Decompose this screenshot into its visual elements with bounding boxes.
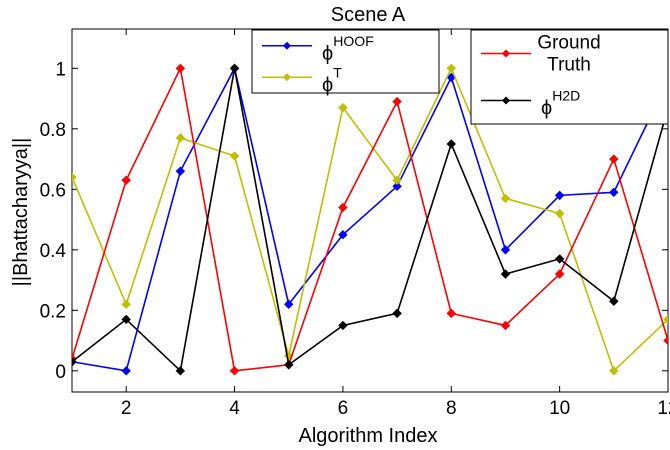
legend-marker xyxy=(283,73,291,82)
data-point xyxy=(554,190,565,201)
data-point xyxy=(500,320,511,331)
legend-label-base: ϕ xyxy=(322,74,333,96)
legend-marker xyxy=(283,41,291,50)
data-point xyxy=(338,202,348,213)
data-point xyxy=(338,320,348,331)
legend-box xyxy=(251,29,440,94)
data-point xyxy=(284,299,294,309)
x-tick-label: 4 xyxy=(229,398,240,419)
legend-box xyxy=(470,29,669,125)
legend-label: ϕT xyxy=(322,64,342,96)
data-point xyxy=(121,366,131,376)
axes-box xyxy=(71,28,669,393)
data-point xyxy=(554,269,565,279)
data-point xyxy=(121,299,131,309)
data-point xyxy=(121,314,131,325)
data-point xyxy=(338,102,348,113)
x-tick-label: 10 xyxy=(549,398,570,419)
legend-label: ϕH2D xyxy=(541,88,580,120)
data-point xyxy=(175,63,186,74)
data-point xyxy=(609,296,619,306)
data-point xyxy=(446,308,456,319)
chart-title: Scene A xyxy=(331,4,406,26)
data-point xyxy=(229,63,240,74)
y-tick-label: 0.6 xyxy=(40,180,66,201)
data-point xyxy=(229,151,240,161)
y-axis-label: ||Bhattacharyya|| xyxy=(10,138,32,287)
data-point xyxy=(392,181,402,192)
data-point xyxy=(175,133,186,143)
data-point xyxy=(500,269,511,279)
legend-marker xyxy=(502,96,510,105)
x-tick-label: 2 xyxy=(121,398,132,419)
data-point xyxy=(392,96,402,107)
series-line xyxy=(72,66,668,373)
y-tick-label: 1 xyxy=(55,59,66,80)
legend-label: ϕHOOF xyxy=(322,33,374,65)
data-point xyxy=(175,366,186,376)
data-point xyxy=(500,193,511,204)
y-tick-label: 0.4 xyxy=(40,241,67,262)
data-point xyxy=(446,63,456,74)
data-point xyxy=(72,357,77,367)
series-line xyxy=(72,68,668,373)
legend-label-base: ϕ xyxy=(322,43,333,65)
y-tick-label: 0.8 xyxy=(40,120,66,141)
data-point xyxy=(663,335,668,346)
data-point xyxy=(609,366,619,376)
data-point xyxy=(609,187,619,198)
y-tick-label: 0.2 xyxy=(40,301,66,322)
data-point xyxy=(609,154,619,164)
data-point xyxy=(338,229,348,240)
series-2 xyxy=(72,63,668,376)
series-1 xyxy=(72,63,668,376)
legend-label: Ground xyxy=(537,33,600,54)
legend-label-base: ϕ xyxy=(541,98,552,120)
data-point xyxy=(554,208,565,219)
data-point xyxy=(392,175,402,185)
data-point xyxy=(72,172,77,182)
data-point xyxy=(121,175,131,185)
data-point xyxy=(175,166,186,176)
x-tick-label: 6 xyxy=(338,398,349,419)
data-point xyxy=(229,366,240,376)
x-axis-label: Algorithm Index xyxy=(299,425,438,447)
data-point xyxy=(446,139,456,149)
legend-label-superscript: T xyxy=(333,64,342,80)
series-line xyxy=(72,66,668,372)
data-point xyxy=(663,314,668,325)
series-3 xyxy=(72,63,668,376)
x-tick-label: 8 xyxy=(446,398,457,419)
legend-label-superscript: HOOF xyxy=(333,33,373,49)
legend-label: Truth xyxy=(547,55,591,76)
data-point xyxy=(500,245,511,255)
legend-marker xyxy=(502,49,510,58)
series-line xyxy=(72,65,668,372)
y-tick-label: 0 xyxy=(55,362,66,383)
plot-area: 2 4 6 8 10 12 0 0.2 0.4 0.6 0.8 1 xyxy=(40,28,670,419)
data-point xyxy=(554,254,565,264)
data-point xyxy=(392,308,402,319)
legend-label-superscript: H2D xyxy=(552,88,580,104)
data-point xyxy=(284,360,294,370)
x-tick-label: 12 xyxy=(657,398,670,419)
